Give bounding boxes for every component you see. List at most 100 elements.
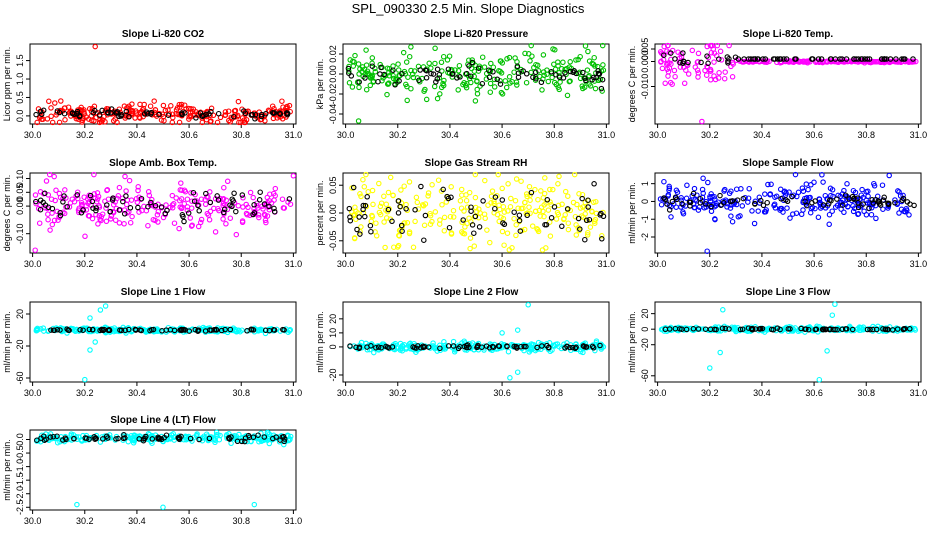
x-tick-label: 31.0 bbox=[285, 516, 303, 526]
data-point bbox=[423, 67, 430, 74]
y-tick-label: 1 bbox=[640, 181, 650, 186]
data-point bbox=[595, 70, 602, 77]
data-point bbox=[254, 435, 260, 441]
data-point bbox=[373, 220, 379, 226]
data-point bbox=[272, 185, 279, 192]
data-point bbox=[50, 327, 57, 333]
data-point bbox=[558, 66, 565, 72]
data-point bbox=[737, 326, 744, 333]
data-point bbox=[668, 214, 674, 220]
data-point bbox=[140, 437, 147, 444]
data-point bbox=[589, 77, 595, 83]
data-point bbox=[187, 215, 194, 221]
x-tick-label: 30.0 bbox=[337, 388, 355, 398]
x-tick-label: 30.4 bbox=[128, 388, 146, 398]
data-point bbox=[417, 67, 423, 73]
data-point bbox=[550, 46, 556, 52]
data-point bbox=[193, 115, 199, 121]
data-point bbox=[375, 344, 382, 350]
data-point bbox=[541, 202, 547, 208]
data-point bbox=[468, 65, 475, 72]
outlier-point bbox=[251, 501, 258, 508]
data-point bbox=[352, 204, 358, 211]
data-point bbox=[165, 112, 172, 118]
x-tick-label: 30.0 bbox=[24, 130, 42, 140]
data-point bbox=[364, 347, 371, 353]
data-point bbox=[266, 206, 273, 213]
outlier-point bbox=[499, 330, 505, 336]
panel-title: Slope Gas Stream RH bbox=[425, 158, 528, 169]
outlier-point bbox=[720, 307, 726, 313]
data-point bbox=[828, 56, 834, 62]
data-point bbox=[176, 225, 182, 232]
data-point bbox=[664, 201, 670, 207]
data-point bbox=[65, 327, 72, 333]
data-point bbox=[739, 326, 746, 332]
data-point bbox=[521, 226, 528, 233]
x-tick-label: 30.6 bbox=[180, 259, 198, 269]
data-point bbox=[559, 201, 565, 208]
data-point bbox=[548, 69, 555, 75]
data-point bbox=[410, 244, 417, 251]
data-point bbox=[387, 174, 394, 181]
data-point bbox=[408, 44, 414, 50]
data-point bbox=[355, 61, 362, 67]
data-point bbox=[522, 199, 528, 206]
data-point bbox=[195, 327, 201, 333]
data-point bbox=[271, 205, 277, 212]
data-point bbox=[751, 220, 758, 227]
data-point bbox=[135, 204, 141, 211]
data-point bbox=[381, 193, 387, 200]
data-point bbox=[460, 230, 466, 237]
data-point bbox=[681, 80, 688, 87]
data-point bbox=[56, 190, 63, 197]
data-point bbox=[838, 199, 845, 206]
data-point bbox=[666, 65, 673, 71]
data-point bbox=[579, 195, 585, 202]
panel-2: Slope Li-820 Pressure 30.0 30.2 30.4 30.6 30.… bbox=[315, 29, 615, 140]
data-point bbox=[398, 222, 405, 229]
data-point bbox=[669, 198, 676, 205]
data-point bbox=[687, 203, 693, 209]
data-point bbox=[703, 72, 710, 78]
data-point bbox=[809, 56, 815, 62]
data-point bbox=[765, 181, 771, 188]
y-tick-label: 1.5 bbox=[15, 54, 25, 67]
data-point bbox=[661, 43, 667, 50]
data-point bbox=[812, 205, 818, 212]
x-tick-label: 31.0 bbox=[910, 388, 928, 398]
data-point bbox=[467, 235, 474, 241]
data-point bbox=[425, 193, 431, 199]
data-point bbox=[137, 327, 143, 333]
data-point bbox=[461, 343, 468, 350]
data-point bbox=[864, 326, 871, 333]
data-point bbox=[255, 328, 262, 334]
data-point bbox=[181, 102, 188, 108]
data-point bbox=[163, 202, 169, 208]
data-point bbox=[461, 338, 467, 344]
data-point bbox=[445, 343, 452, 349]
data-point bbox=[505, 181, 511, 187]
data-point bbox=[431, 83, 438, 90]
data-point bbox=[597, 342, 603, 349]
data-point bbox=[169, 192, 176, 199]
data-point bbox=[716, 56, 722, 62]
data-point bbox=[703, 204, 709, 210]
data-point bbox=[392, 340, 399, 347]
data-point bbox=[774, 56, 781, 62]
data-point bbox=[126, 114, 132, 120]
data-point bbox=[134, 199, 141, 206]
data-point bbox=[529, 344, 535, 351]
data-point bbox=[703, 201, 709, 207]
data-point bbox=[491, 200, 497, 207]
data-point bbox=[773, 193, 780, 200]
plot-frame bbox=[654, 301, 922, 383]
data-point bbox=[189, 222, 195, 228]
data-point bbox=[585, 197, 591, 203]
data-point bbox=[851, 56, 857, 62]
data-point bbox=[690, 190, 697, 197]
data-point bbox=[514, 345, 520, 351]
data-point bbox=[592, 85, 599, 92]
data-point bbox=[57, 209, 63, 216]
data-point bbox=[177, 104, 183, 110]
